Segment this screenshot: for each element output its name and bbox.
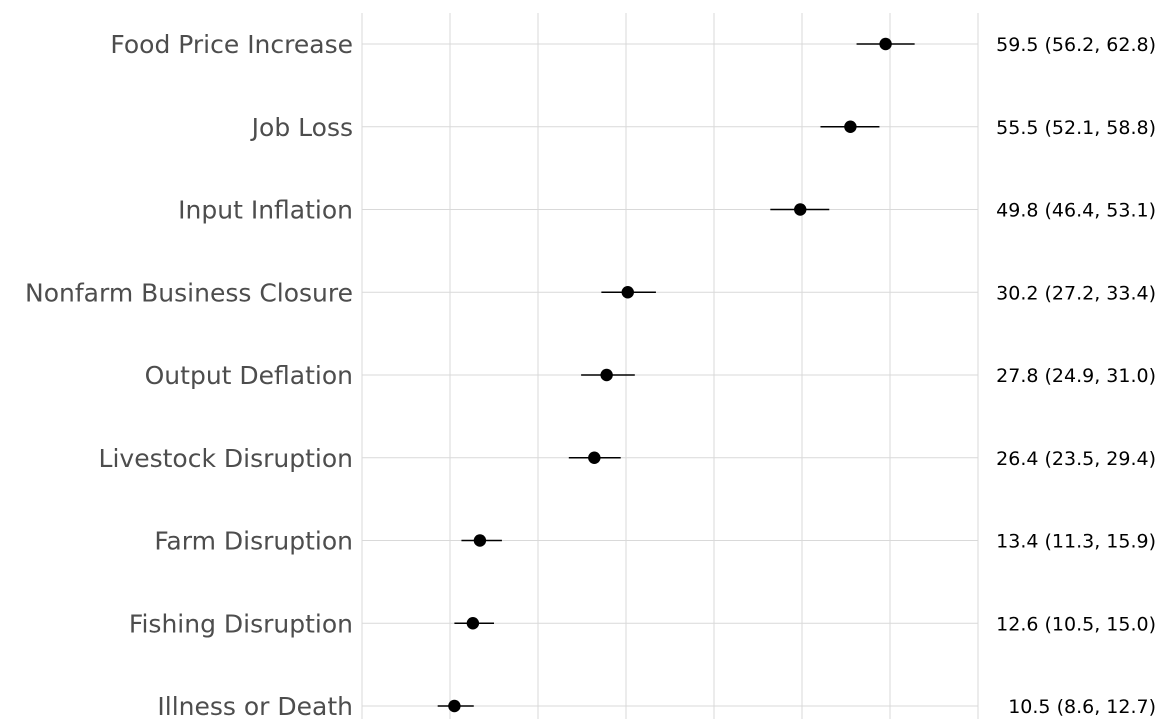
- category-label: Output Deflation: [145, 361, 353, 390]
- category-label: Input Inflation: [178, 196, 353, 225]
- category-label: Farm Disruption: [154, 527, 353, 556]
- point-marker: [621, 286, 634, 299]
- point-marker: [794, 203, 807, 216]
- value-label: 49.8 (46.4, 53.1): [996, 200, 1156, 222]
- value-label: 13.4 (11.3, 15.9): [996, 531, 1156, 553]
- value-label: 59.5 (56.2, 62.8): [996, 34, 1156, 56]
- category-label: Job Loss: [250, 113, 353, 142]
- value-label: 26.4 (23.5, 29.4): [996, 448, 1156, 470]
- value-label: 27.8 (24.9, 31.0): [996, 365, 1156, 387]
- row: Food Price Increase 59.5 (56.2, 62.8): [110, 30, 1156, 59]
- point-marker: [600, 368, 613, 382]
- point-marker: [466, 617, 480, 630]
- row: Fishing Disruption 12.6 (10.5, 15.0): [129, 609, 1156, 638]
- value-label: 10.5 (8.6, 12.7): [1008, 696, 1156, 718]
- row: Nonfarm Business Closure 30.2 (27.2, 33.4…: [25, 278, 1156, 307]
- point-marker: [473, 534, 487, 547]
- row: Job Loss 55.5 (52.1, 58.8): [250, 113, 1156, 142]
- point-marker: [588, 451, 601, 464]
- value-label: 55.5 (52.1, 58.8): [996, 117, 1156, 139]
- category-label: Livestock Disruption: [99, 444, 353, 473]
- row: Output Deflation 27.8 (24.9, 31.0): [145, 361, 1156, 390]
- value-label: 12.6 (10.5, 15.0): [996, 613, 1156, 635]
- row: Farm Disruption 13.4 (11.3, 15.9): [154, 527, 1156, 556]
- row: Input Inflation 49.8 (46.4, 53.1): [178, 196, 1156, 225]
- row: Illness or Death 10.5 (8.6, 12.7): [157, 692, 1156, 719]
- chart-rows: Food Price Increase 59.5 (56.2, 62.8) Job …: [25, 30, 1156, 719]
- category-label: Nonfarm Business Closure: [25, 278, 353, 307]
- point-marker: [879, 37, 892, 51]
- category-label: Food Price Increase: [110, 30, 353, 59]
- row: Livestock Disruption 26.4 (23.5, 29.4): [99, 444, 1156, 473]
- gridlines: [361, 13, 979, 719]
- point-marker: [844, 120, 857, 133]
- point-marker: [448, 699, 461, 713]
- category-label: Fishing Disruption: [129, 609, 353, 638]
- category-label: Illness or Death: [157, 692, 353, 719]
- value-label: 30.2 (27.2, 33.4): [996, 282, 1156, 304]
